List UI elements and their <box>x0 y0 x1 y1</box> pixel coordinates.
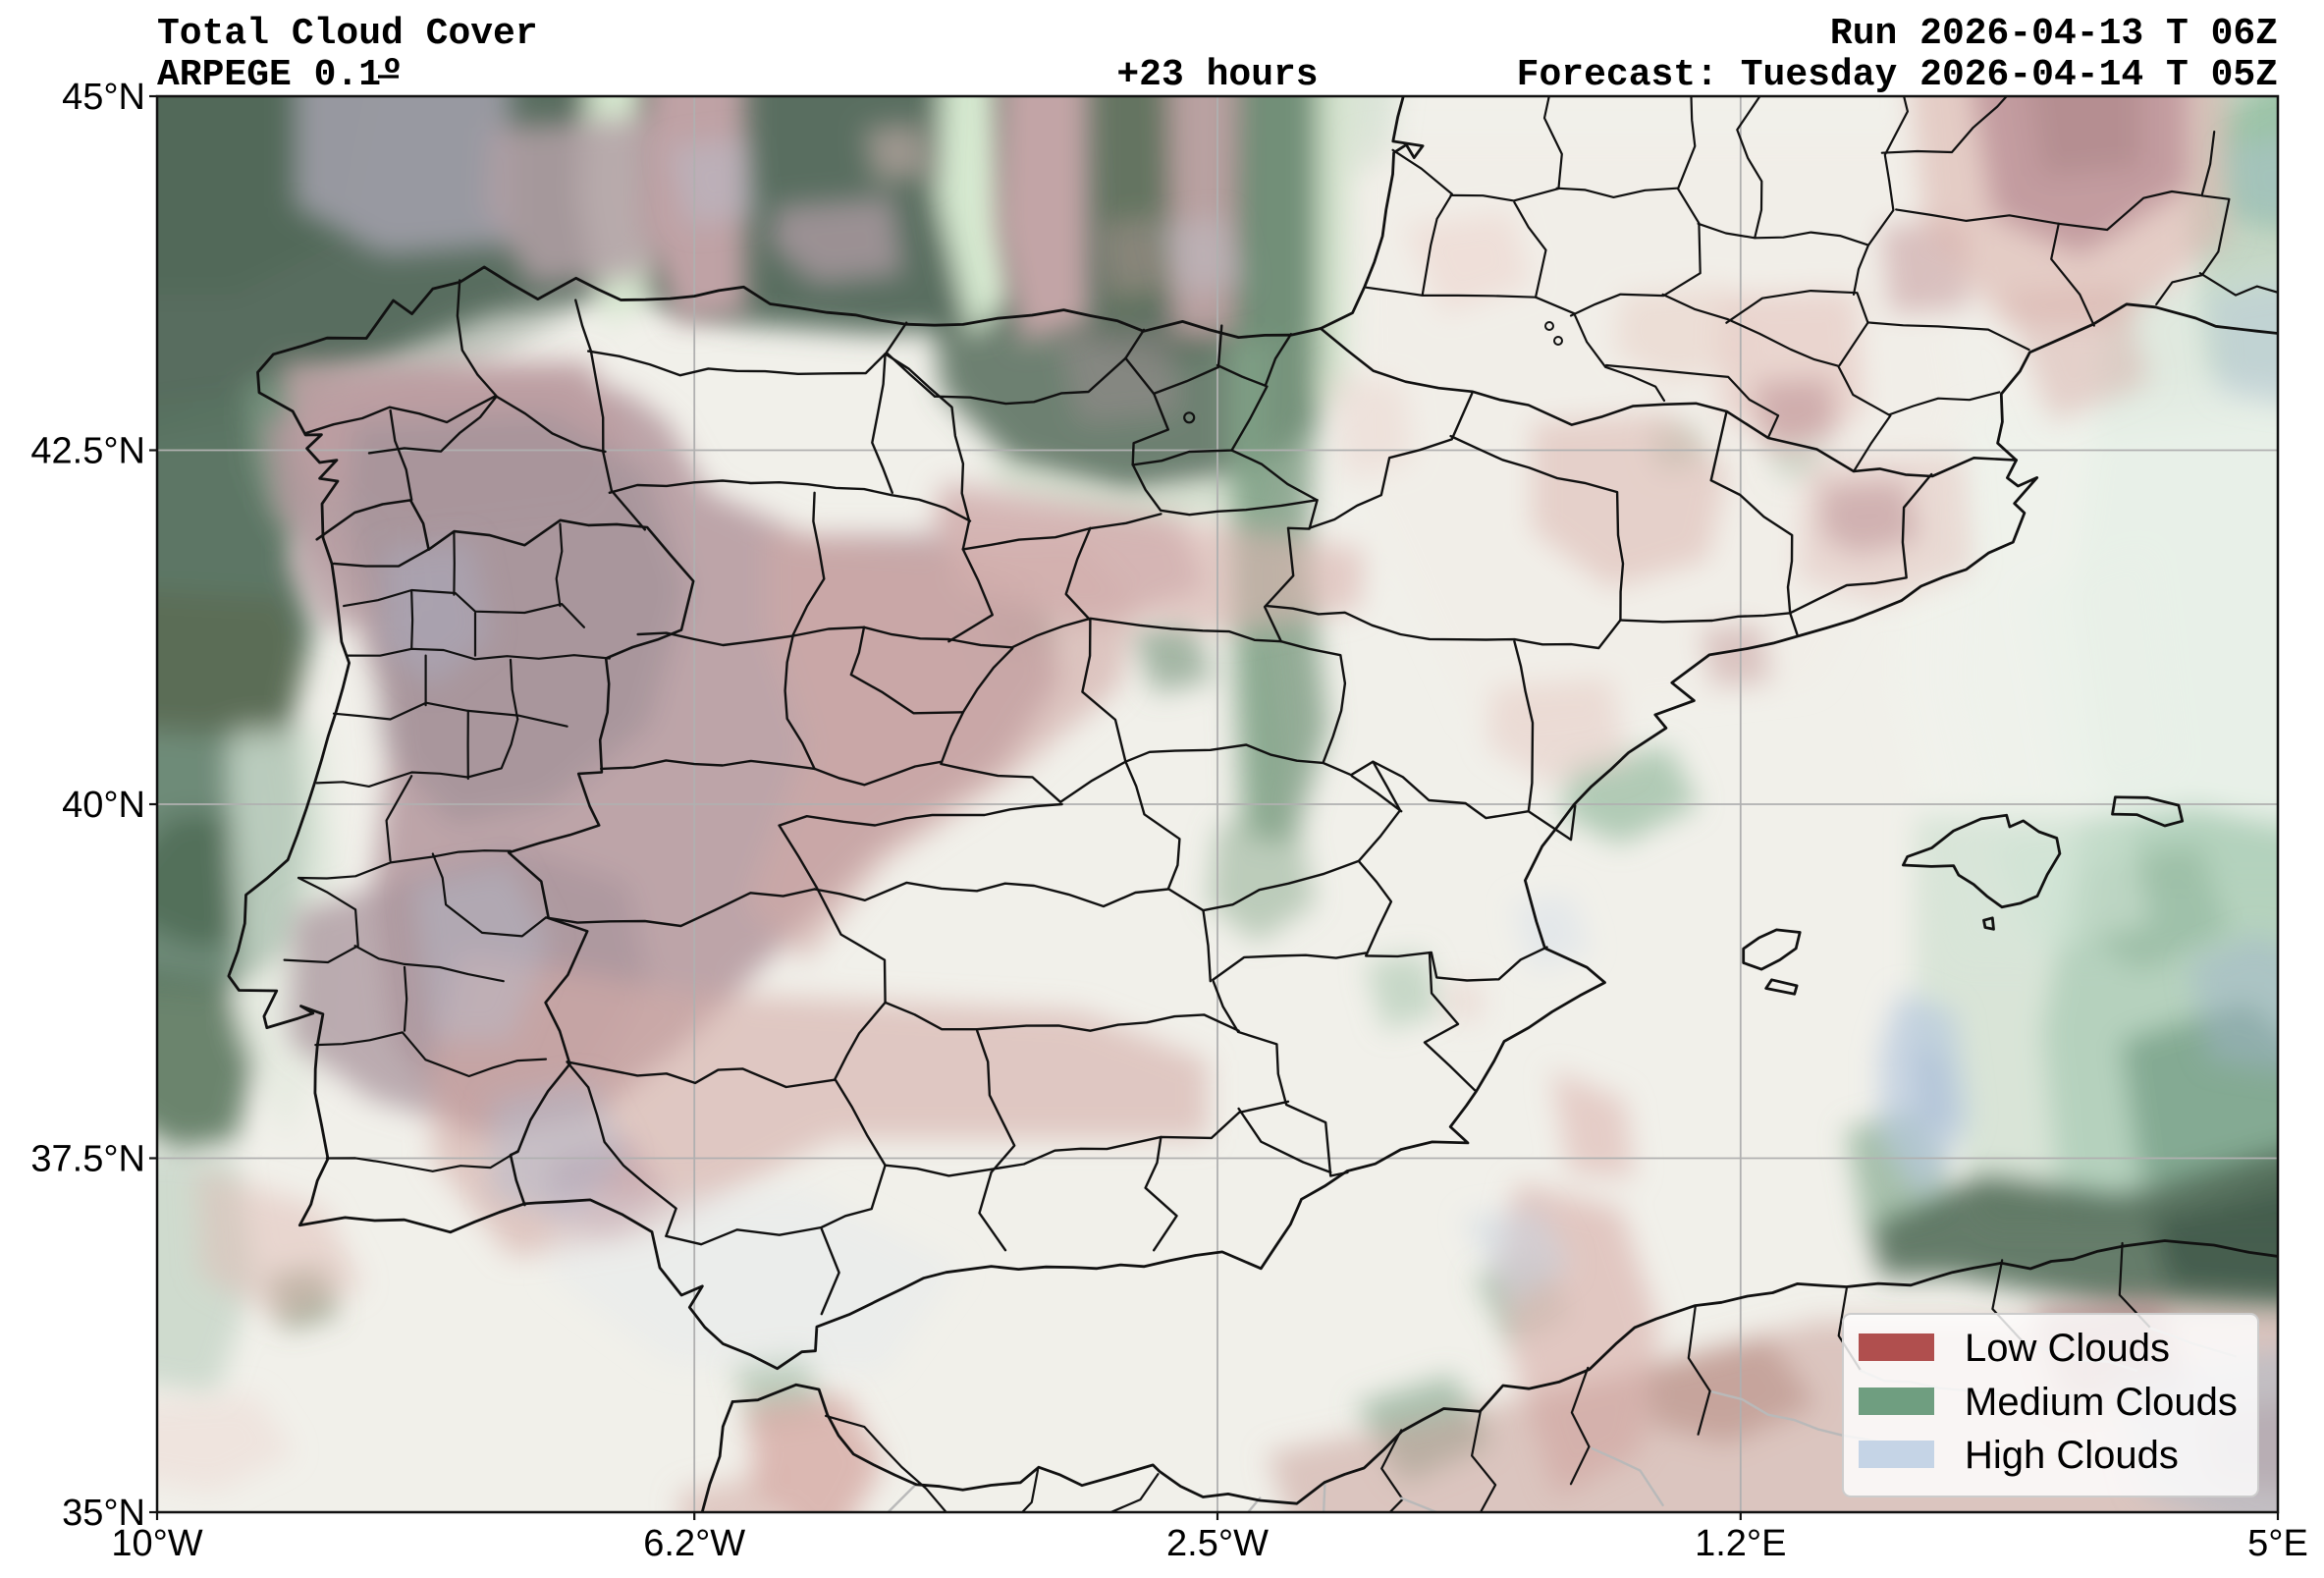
svg-text:Medium Clouds: Medium Clouds <box>1965 1381 2238 1424</box>
svg-text:High Clouds: High Clouds <box>1965 1434 2179 1477</box>
svg-text:Forecast: Tuesday 2026-04-14 T: Forecast: Tuesday 2026-04-14 T 05Z <box>1517 54 2278 96</box>
svg-text:2.5°W: 2.5°W <box>1166 1523 1269 1564</box>
svg-text:42.5°N: 42.5°N <box>30 431 145 472</box>
svg-text:35°N: 35°N <box>62 1493 145 1534</box>
svg-text:37.5°N: 37.5°N <box>30 1139 145 1180</box>
svg-text:Low Clouds: Low Clouds <box>1965 1327 2170 1370</box>
svg-text:ARPEGE 0.1º: ARPEGE 0.1º <box>157 54 404 96</box>
svg-text:45°N: 45°N <box>62 77 145 118</box>
svg-text:6.2°W: 6.2°W <box>643 1523 745 1564</box>
svg-text:10°W: 10°W <box>111 1523 202 1564</box>
svg-text:+23 hours: +23 hours <box>1116 54 1318 96</box>
svg-text:40°N: 40°N <box>62 785 145 826</box>
svg-text:5°E: 5°E <box>2247 1523 2308 1564</box>
svg-text:1.2°E: 1.2°E <box>1695 1523 1786 1564</box>
svg-text:Run 2026-04-13 T 06Z: Run 2026-04-13 T 06Z <box>1830 13 2278 55</box>
svg-text:Total Cloud Cover: Total Cloud Cover <box>157 13 538 55</box>
